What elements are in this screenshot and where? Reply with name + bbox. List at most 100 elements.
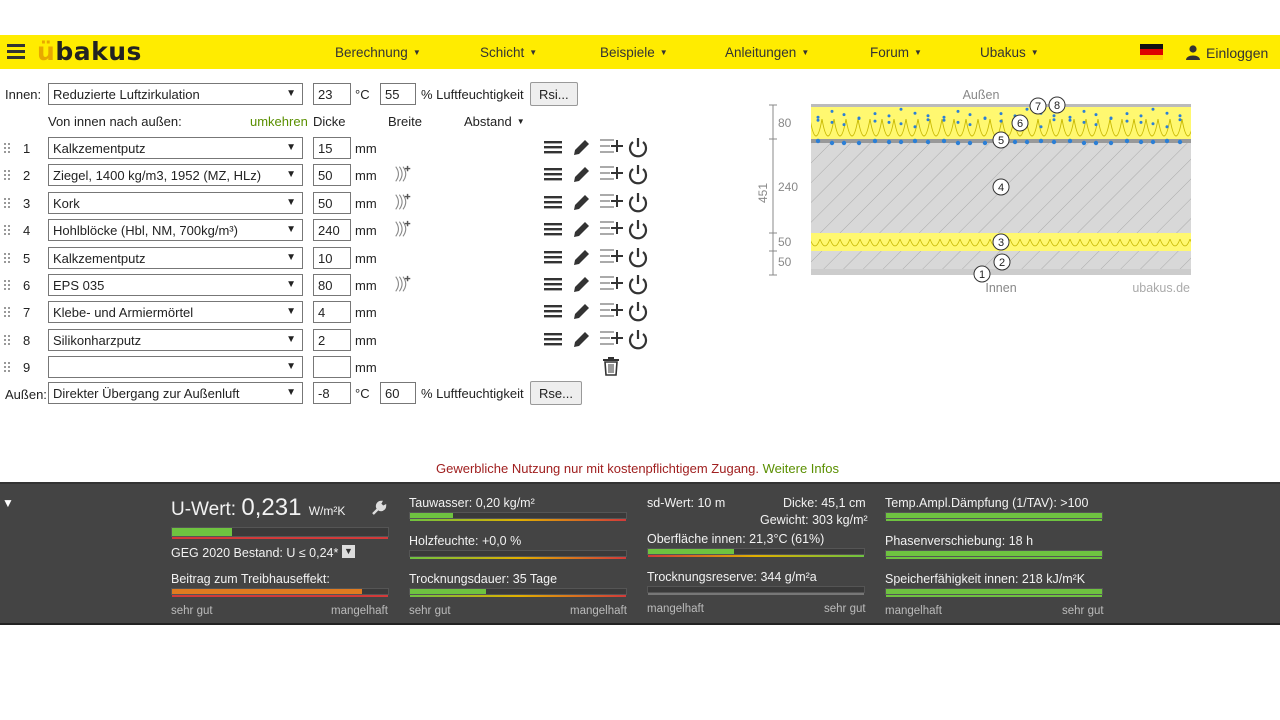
material-select[interactable]: Kalkzementputz ▼ — [48, 137, 303, 159]
material-select[interactable]: EPS 035 ▼ — [48, 274, 303, 296]
greenhouse-label: Beitrag zum Treibhauseffekt: — [171, 572, 330, 586]
layer-marker[interactable]: 4 — [992, 178, 1010, 196]
power-toggle-icon[interactable] — [627, 328, 649, 350]
drag-handle-icon[interactable] — [4, 225, 10, 236]
thickness-input[interactable]: 15 — [313, 137, 351, 159]
power-toggle-icon[interactable] — [627, 136, 649, 158]
add-width-icon[interactable] — [393, 192, 413, 212]
edit-pencil-icon[interactable] — [571, 218, 591, 240]
menu-lines-icon[interactable] — [543, 246, 563, 268]
outer-humidity-input[interactable]: 60 — [380, 382, 416, 404]
power-toggle-icon[interactable] — [627, 191, 649, 213]
material-select[interactable]: ▼ — [48, 356, 303, 379]
nav-schicht[interactable]: Schicht ▼ — [480, 45, 537, 60]
nav-beispiele[interactable]: Beispiele ▼ — [600, 45, 668, 60]
drag-handle-icon[interactable] — [4, 197, 10, 208]
drag-handle-icon[interactable] — [4, 252, 10, 263]
add-layer-icon[interactable] — [599, 246, 623, 268]
thickness-input[interactable]: 10 — [313, 246, 351, 269]
rse-button[interactable]: Rse... — [530, 381, 582, 405]
power-toggle-icon[interactable] — [627, 163, 649, 185]
edit-pencil-icon[interactable] — [571, 328, 591, 350]
nav-forum[interactable]: Forum ▼ — [870, 45, 922, 60]
thickness-input[interactable]: 50 — [313, 191, 351, 214]
inner-humidity-input[interactable]: 55 — [380, 83, 416, 105]
geg-dropdown-icon[interactable]: ▼ — [342, 545, 355, 558]
menu-lines-icon[interactable] — [543, 273, 563, 295]
collapse-toggle-icon[interactable]: ▼ — [2, 496, 14, 510]
drag-handle-icon[interactable] — [4, 170, 10, 181]
material-select[interactable]: Silikonharzputz ▼ — [48, 328, 303, 351]
inner-condition-select[interactable]: Reduzierte Luftzirkulation ▼ — [48, 83, 303, 105]
edit-pencil-icon[interactable] — [571, 300, 591, 322]
edit-pencil-icon[interactable] — [571, 246, 591, 268]
drag-handle-icon[interactable] — [4, 362, 10, 373]
more-info-link[interactable]: Weitere Infos — [762, 461, 839, 476]
add-layer-icon[interactable] — [599, 191, 623, 213]
edit-pencil-icon[interactable] — [571, 273, 591, 295]
outer-temp-input[interactable]: -8 — [313, 382, 351, 404]
power-toggle-icon[interactable] — [627, 246, 649, 268]
wrench-icon[interactable] — [371, 500, 387, 516]
thickness-input[interactable]: 80 — [313, 274, 351, 296]
condensation-dot — [955, 140, 961, 146]
edit-pencil-icon[interactable] — [571, 191, 591, 213]
menu-lines-icon[interactable] — [543, 218, 563, 240]
thickness-input[interactable]: 2 — [313, 328, 351, 351]
layer-marker[interactable]: 5 — [992, 131, 1010, 149]
layer-marker[interactable]: 3 — [992, 233, 1010, 251]
layer-marker[interactable]: 2 — [993, 253, 1011, 271]
nav-anleitungen[interactable]: Anleitungen ▼ — [725, 45, 809, 60]
add-width-icon[interactable] — [393, 219, 413, 239]
material-select[interactable]: Kalkzementputz ▼ — [48, 246, 303, 269]
menu-lines-icon[interactable] — [543, 300, 563, 322]
rsi-button[interactable]: Rsi... — [530, 82, 578, 106]
material-select[interactable]: Kork ▼ — [48, 191, 303, 214]
menu-lines-icon[interactable] — [543, 191, 563, 213]
thickness-input[interactable] — [313, 356, 351, 379]
layer-marker[interactable]: 7 — [1029, 97, 1047, 115]
add-layer-icon[interactable] — [599, 163, 623, 185]
menu-lines-icon[interactable] — [543, 136, 563, 158]
german-flag-icon[interactable] — [1140, 44, 1163, 60]
add-layer-icon[interactable] — [599, 218, 623, 240]
nav-ubakus[interactable]: Ubakus ▼ — [980, 45, 1039, 60]
add-layer-icon[interactable] — [599, 328, 623, 350]
layer-marker[interactable]: 6 — [1011, 114, 1029, 132]
material-select[interactable]: Klebe- und Armiermörtel ▼ — [48, 301, 303, 324]
drag-handle-icon[interactable] — [4, 280, 10, 290]
add-layer-icon[interactable] — [599, 273, 623, 295]
login-link[interactable]: Einloggen — [1186, 45, 1268, 61]
distance-header[interactable]: Abstand ▼ — [464, 114, 525, 129]
add-layer-icon[interactable] — [599, 136, 623, 158]
edit-pencil-icon[interactable] — [571, 163, 591, 185]
ubakus-logo[interactable]: übakus — [37, 37, 142, 66]
drag-handle-icon[interactable] — [4, 143, 10, 153]
nav-berechnung[interactable]: Berechnung ▼ — [335, 45, 421, 60]
layer-marker[interactable]: 1 — [973, 265, 991, 283]
power-toggle-icon[interactable] — [627, 218, 649, 240]
layer-marker[interactable]: 8 — [1048, 96, 1066, 114]
drag-handle-icon[interactable] — [4, 307, 10, 318]
dropdown-arrow-icon: ▼ — [286, 142, 296, 153]
trash-icon[interactable] — [602, 356, 620, 376]
power-toggle-icon[interactable] — [627, 273, 649, 295]
add-layer-icon[interactable] — [599, 300, 623, 322]
inner-temp-input[interactable]: 23 — [313, 83, 351, 105]
thickness-input[interactable]: 4 — [313, 301, 351, 324]
thickness-input[interactable]: 240 — [313, 219, 351, 242]
add-width-icon[interactable] — [393, 274, 413, 294]
material-select[interactable]: Ziegel, 1400 kg/m3, 1952 (MZ, HLz) ▼ — [48, 164, 303, 187]
menu-lines-icon[interactable] — [543, 163, 563, 185]
drag-handle-icon[interactable] — [4, 334, 10, 345]
edit-pencil-icon[interactable] — [571, 136, 591, 158]
outer-condition-select[interactable]: Direkter Übergang zur Außenluft ▼ — [48, 382, 303, 404]
power-toggle-icon[interactable] — [627, 300, 649, 322]
thickness-input[interactable]: 50 — [313, 164, 351, 187]
add-width-icon[interactable] — [393, 164, 413, 184]
menu-lines-icon[interactable] — [543, 328, 563, 350]
wall-section-diagram[interactable]: Außen Innen ubakus.de 451 80 240 50 50 1… — [750, 85, 1200, 300]
reverse-link[interactable]: umkehren — [250, 114, 308, 129]
menu-icon[interactable] — [7, 44, 25, 60]
material-select[interactable]: Hohlblöcke (Hbl, NM, 700kg/m³) ▼ — [48, 219, 303, 242]
